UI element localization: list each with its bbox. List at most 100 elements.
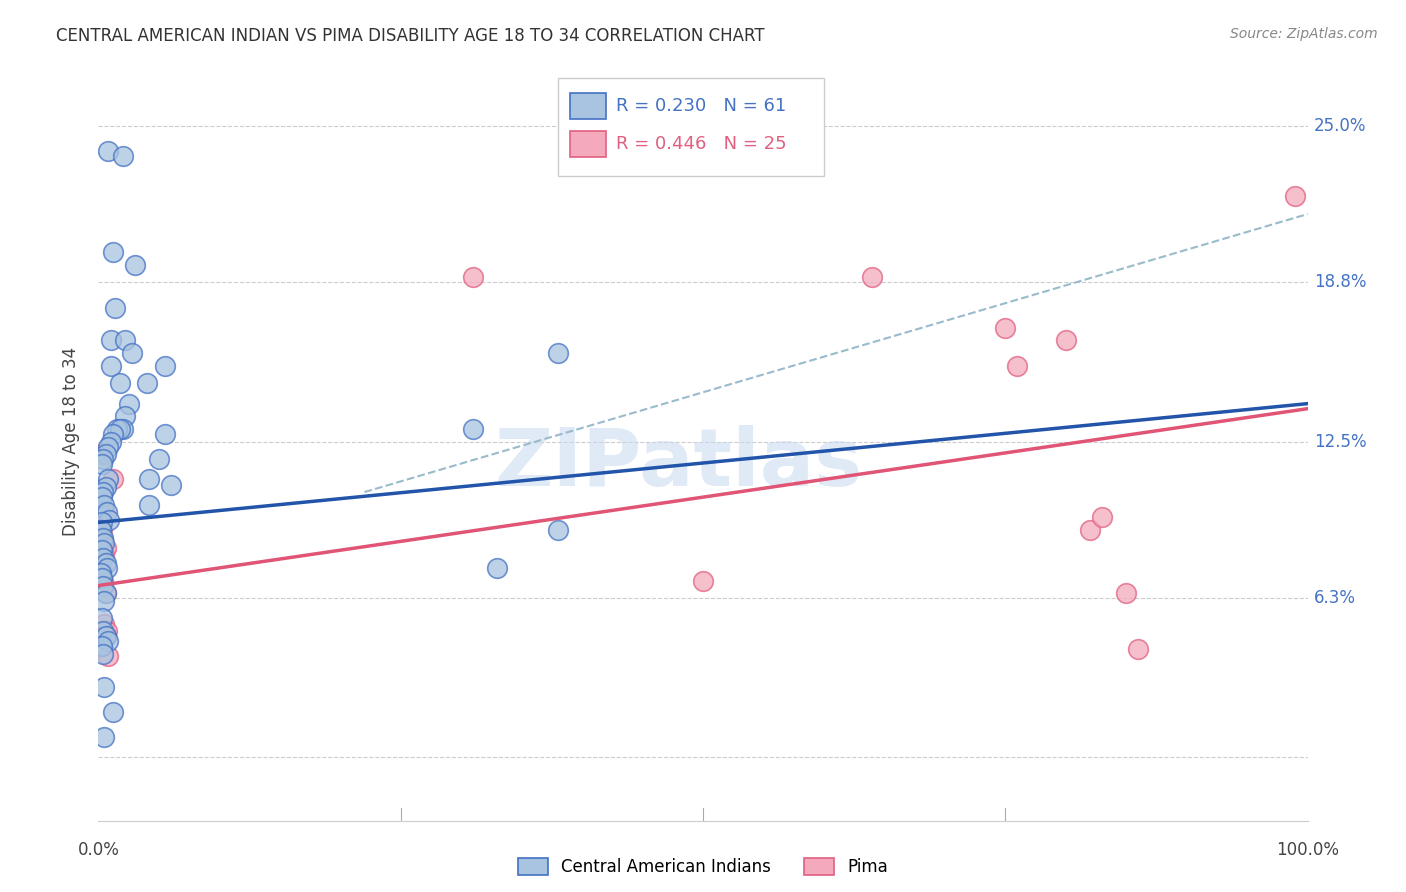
Point	[91, 531, 114, 545]
FancyBboxPatch shape	[569, 93, 606, 120]
Text: Source: ZipAtlas.com: Source: ZipAtlas.com	[1230, 27, 1378, 41]
Point	[91, 533, 114, 548]
Point	[93, 680, 115, 694]
Point	[91, 550, 114, 565]
Point	[91, 543, 114, 558]
Point	[138, 498, 160, 512]
Point	[1078, 523, 1101, 537]
Point	[94, 447, 117, 461]
Point	[91, 579, 114, 593]
Text: R = 0.446   N = 25: R = 0.446 N = 25	[616, 135, 786, 153]
Point	[91, 485, 114, 500]
Point	[1115, 586, 1137, 600]
Point	[93, 594, 115, 608]
Point	[94, 556, 117, 570]
Point	[91, 639, 114, 653]
Point	[101, 705, 124, 719]
Text: 18.8%: 18.8%	[1313, 273, 1367, 292]
Point	[97, 440, 120, 454]
Point	[94, 629, 117, 643]
Point	[121, 346, 143, 360]
Point	[90, 447, 112, 461]
Point	[118, 396, 141, 410]
Point	[100, 434, 122, 449]
Text: 12.5%: 12.5%	[1313, 433, 1367, 450]
Point	[91, 452, 114, 467]
Point	[104, 301, 127, 315]
Point	[101, 473, 124, 487]
Point	[91, 561, 114, 575]
Point	[93, 730, 115, 744]
Point	[91, 516, 114, 530]
FancyBboxPatch shape	[569, 130, 606, 157]
Y-axis label: Disability Age 18 to 34: Disability Age 18 to 34	[62, 347, 80, 536]
Point	[91, 457, 114, 471]
Text: 0.0%: 0.0%	[77, 841, 120, 859]
Point	[94, 586, 117, 600]
Point	[94, 541, 117, 555]
Point	[91, 523, 114, 537]
Point	[101, 244, 124, 259]
Point	[108, 376, 131, 391]
Point	[100, 334, 122, 348]
Text: 25.0%: 25.0%	[1313, 117, 1367, 135]
Point	[1284, 189, 1306, 203]
Point	[93, 498, 115, 512]
Point	[91, 490, 114, 504]
Point	[94, 586, 117, 600]
Point	[860, 270, 883, 285]
Point	[111, 422, 134, 436]
Point	[93, 616, 115, 631]
Point	[97, 473, 120, 487]
Point	[91, 624, 114, 639]
Point	[96, 561, 118, 575]
Point	[101, 427, 124, 442]
Text: R = 0.230   N = 61: R = 0.230 N = 61	[616, 96, 786, 115]
Point	[124, 258, 146, 272]
Point	[153, 427, 176, 442]
Point	[547, 523, 569, 537]
Point	[1091, 510, 1114, 524]
Point	[463, 422, 485, 436]
Point	[1054, 334, 1077, 348]
Point	[98, 513, 121, 527]
Point	[138, 473, 160, 487]
Point	[94, 629, 117, 643]
Point	[97, 634, 120, 648]
Point	[111, 149, 134, 163]
Point	[463, 270, 485, 285]
Point	[114, 409, 136, 424]
Point	[93, 548, 115, 563]
Point	[160, 477, 183, 491]
Point	[148, 452, 170, 467]
Text: 100.0%: 100.0%	[1277, 841, 1339, 859]
Text: ZIPatlas: ZIPatlas	[495, 425, 863, 503]
Text: 6.3%: 6.3%	[1313, 590, 1355, 607]
Point	[486, 561, 509, 575]
Point	[97, 649, 120, 664]
Point	[96, 624, 118, 639]
Point	[91, 647, 114, 661]
Point	[91, 571, 114, 585]
Point	[153, 359, 176, 373]
Point	[114, 334, 136, 348]
Point	[994, 320, 1017, 334]
Point	[91, 574, 114, 588]
Point	[135, 376, 157, 391]
Point	[93, 535, 115, 549]
Text: CENTRAL AMERICAN INDIAN VS PIMA DISABILITY AGE 18 TO 34 CORRELATION CHART: CENTRAL AMERICAN INDIAN VS PIMA DISABILI…	[56, 27, 765, 45]
Point	[547, 346, 569, 360]
Point	[108, 422, 131, 436]
Point	[1007, 359, 1029, 373]
Legend: Central American Indians, Pima: Central American Indians, Pima	[510, 852, 896, 883]
Point	[96, 505, 118, 519]
Point	[97, 144, 120, 158]
Point	[93, 505, 115, 519]
Point	[100, 359, 122, 373]
Point	[90, 566, 112, 580]
FancyBboxPatch shape	[558, 78, 824, 177]
Point	[90, 523, 112, 537]
Point	[692, 574, 714, 588]
Point	[91, 611, 114, 625]
Point	[1128, 641, 1150, 656]
